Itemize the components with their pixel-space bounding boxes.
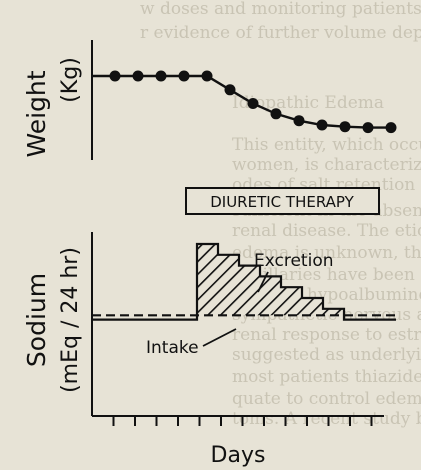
svg-text:most patients thiazide diureti: most patients thiazide diuretics are ad <box>232 367 421 387</box>
weight-point-9 <box>293 115 305 127</box>
weight-point-1 <box>109 70 121 82</box>
weight-point-3 <box>155 70 167 82</box>
svg-text:women, is characterized by int: women, is characterized by intermittent <box>232 155 421 175</box>
intake-pointer <box>202 328 237 347</box>
background-show-through: w doses and monitoring patients close r … <box>140 0 421 429</box>
weight-chart <box>91 40 397 160</box>
weight-point-6 <box>224 84 236 96</box>
weight-label-line1: Weight <box>22 70 51 157</box>
weight-point-10 <box>316 119 328 131</box>
therapy-box-frame <box>185 187 380 215</box>
diuretic-therapy-box: DIURETIC THERAPY <box>185 187 380 215</box>
svg-text:w doses and monitoring patient: w doses and monitoring patients close <box>140 0 421 19</box>
weight-point-11 <box>339 121 351 133</box>
excretion-hatched-area <box>197 244 344 316</box>
weight-label-line2: (Kg) <box>58 57 83 103</box>
weight-point-2 <box>132 70 144 82</box>
svg-text:r evidence of further volume d: r evidence of further volume depletio <box>140 23 421 43</box>
svg-text:suggested as underlying mechan: suggested as underlying mechanisms <box>232 345 421 365</box>
weight-point-13 <box>385 122 397 134</box>
weight-point-5 <box>201 70 213 82</box>
svg-text:renal disease. The etiology of: renal disease. The etiology of idiopath <box>232 221 421 241</box>
sodium-label-line2: (mEq / 24 hr) <box>58 247 83 393</box>
sodium-axis-label: Sodium (mEq / 24 hr) <box>22 247 83 393</box>
svg-text:quate to control edema and pre: quate to control edema and prevent sym <box>232 389 421 409</box>
sodium-chart: Excretion Intake Days <box>91 232 396 468</box>
svg-text:This entity, which occurs excl: This entity, which occurs exclusively <box>232 135 421 155</box>
weight-axis-label: Weight (Kg) <box>22 57 83 157</box>
excretion-line <box>92 242 396 321</box>
excretion-pointer <box>257 271 269 293</box>
weight-point-12 <box>362 122 374 134</box>
excretion-annotation: Excretion <box>254 251 334 271</box>
sodium-label-line1: Sodium <box>22 273 51 367</box>
therapy-box-label: DIURETIC THERAPY <box>210 193 354 211</box>
days-label: Days <box>211 443 266 468</box>
svg-text:Idiopathic Edema: Idiopathic Edema <box>232 93 384 113</box>
weight-point-7 <box>247 98 259 109</box>
svg-text:renal response to estrogen hav: renal response to estrogen have been <box>232 325 421 345</box>
intake-annotation: Intake <box>146 338 199 358</box>
weight-point-8 <box>270 108 282 120</box>
svg-text:toms. A recent study by MacGre: toms. A recent study by MacGregor et <box>232 409 421 429</box>
svg-text:edema is unknown, though "leak: edema is unknown, though "leaky" capill <box>232 243 421 263</box>
weight-point-4 <box>178 70 190 82</box>
